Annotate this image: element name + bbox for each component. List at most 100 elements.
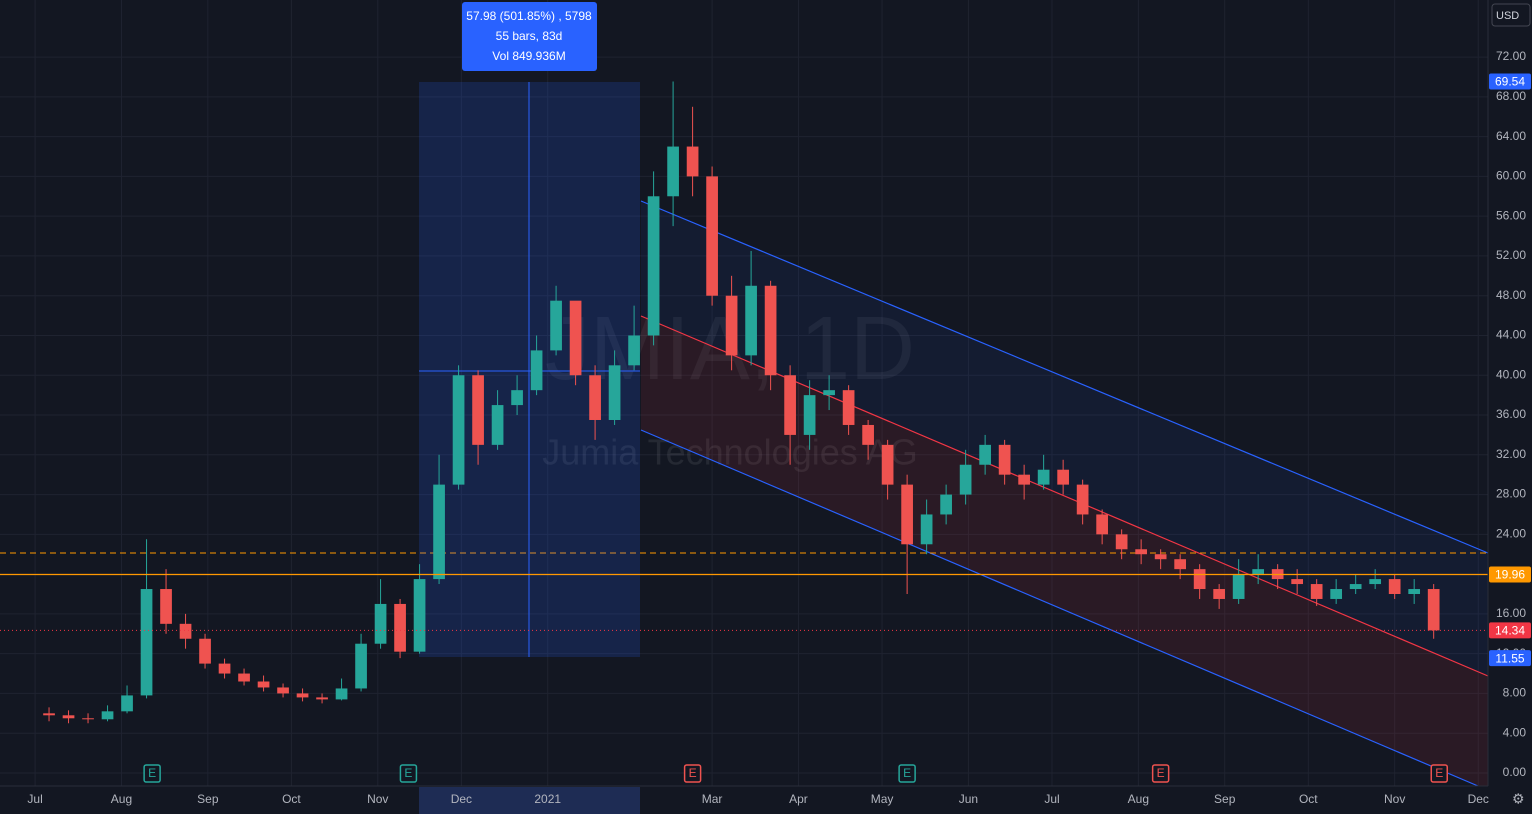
candle-body (940, 494, 952, 515)
event-label: E (903, 766, 911, 780)
candle-body (550, 300, 562, 351)
candle-body (491, 405, 504, 445)
y-tick-label: 68.00 (1496, 89, 1526, 103)
y-tick-label: 64.00 (1496, 129, 1526, 143)
candle-body (569, 300, 582, 376)
y-tick-label: 60.00 (1496, 169, 1526, 183)
candle-body (413, 579, 426, 652)
event-marker (143, 764, 161, 783)
x-tick-label: Apr (789, 792, 808, 806)
channel-upper (640, 200, 1489, 554)
candle-body (296, 693, 309, 698)
candle-body (238, 673, 250, 682)
price-label: 69.54 (1495, 75, 1525, 89)
y-tick-label: 36.00 (1496, 407, 1526, 421)
candle-body (1330, 589, 1343, 599)
candle-body (862, 424, 874, 445)
event-marker (898, 764, 916, 783)
x-tick-label: Oct (1299, 792, 1318, 806)
candle-body (1408, 589, 1421, 594)
candle-body (959, 464, 972, 495)
x-tick-label: Sep (197, 792, 219, 806)
x-tick-label: Aug (111, 792, 132, 806)
y-tick-label: 0.00 (1503, 765, 1527, 779)
candle-body (316, 697, 328, 700)
candle-body (1213, 589, 1226, 599)
y-tick-label: 56.00 (1496, 208, 1526, 222)
price-axis (1488, 0, 1532, 814)
candle-body (374, 603, 387, 644)
candle-body (1310, 584, 1323, 599)
event-label: E (148, 766, 156, 780)
candle-body (608, 365, 621, 420)
grid (0, 0, 1488, 786)
x-tick-label: 2021 (534, 792, 561, 806)
candle-body (647, 196, 660, 336)
y-tick-label: 4.00 (1503, 725, 1527, 739)
candle-body (1057, 469, 1069, 485)
measure-text: Vol 849.936M (492, 49, 565, 63)
currency-button[interactable] (1491, 3, 1531, 27)
candle-body (1135, 549, 1147, 555)
candle-body (257, 681, 270, 688)
candle-body (667, 146, 679, 197)
candle-body (62, 715, 75, 719)
candle-body (1252, 569, 1265, 575)
candle-body (101, 711, 114, 720)
candle-body (1076, 484, 1089, 515)
candle-body (589, 375, 601, 420)
candle-body (121, 695, 133, 712)
channel-upper-fill (641, 201, 1488, 676)
y-tick-label: 32.00 (1496, 447, 1526, 461)
candle-body (199, 638, 211, 664)
y-tick-label: 24.00 (1496, 527, 1526, 541)
time-axis (0, 786, 1532, 814)
candle-body (1174, 559, 1186, 570)
candle-body (998, 444, 1011, 475)
y-tick-label: 8.00 (1503, 686, 1527, 700)
candle-body (335, 688, 348, 700)
candle-body (745, 285, 757, 356)
candle-body (1115, 534, 1128, 550)
candle-body (1018, 474, 1030, 485)
candle-body (1291, 579, 1304, 585)
candle-body (628, 335, 640, 366)
price-label-box (1489, 566, 1531, 583)
axes: 0.004.008.0012.0016.0020.0024.0028.0032.… (27, 49, 1531, 806)
x-tick-label: Jun (959, 792, 978, 806)
event-marker (1151, 764, 1170, 783)
channel-lower-fill (641, 316, 1488, 786)
candle-body (160, 589, 172, 624)
event-label: E (689, 766, 697, 780)
candle-body (82, 718, 94, 720)
candle-body (784, 375, 796, 435)
candle-body (725, 295, 738, 356)
watermark-name: Jumia Technologies AG (542, 432, 918, 473)
price-label: 11.55 (1495, 651, 1524, 665)
currency[interactable]: USD (1496, 10, 1519, 22)
y-tick-label: 16.00 (1496, 606, 1526, 620)
channel-middle (640, 315, 1489, 677)
measure-text: 57.98 (501.85%) , 5798 (466, 9, 592, 23)
candle-body (452, 375, 465, 485)
price-label: 14.34 (1495, 624, 1525, 638)
price-label-box (1489, 73, 1531, 90)
x-tick-label: Dec (451, 792, 472, 806)
measure-box (462, 2, 597, 71)
candle-body (433, 484, 445, 580)
x-tick-label: Oct (282, 792, 301, 806)
y-tick-label: 28.00 (1496, 487, 1526, 501)
y-tick-label: 40.00 (1496, 367, 1526, 381)
x-tick-label: Jul (1044, 792, 1059, 806)
settings-icon[interactable]: ⚙ (1512, 791, 1525, 807)
candle-body (511, 390, 523, 406)
y-tick-label: 48.00 (1496, 288, 1526, 302)
candle-body (842, 390, 855, 425)
event-label: E (1435, 766, 1443, 780)
candle-body (218, 663, 231, 674)
candle-body (920, 514, 933, 545)
event-label: E (404, 766, 412, 780)
